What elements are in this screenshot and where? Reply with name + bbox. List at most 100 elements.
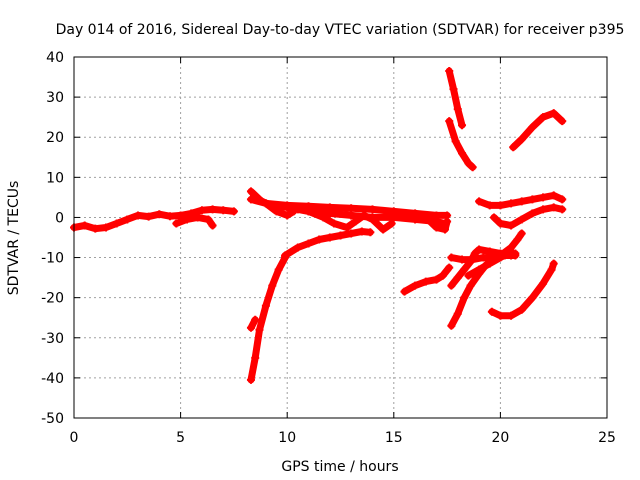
data-point bbox=[123, 215, 132, 224]
data-point bbox=[539, 205, 548, 214]
data-point bbox=[558, 205, 567, 214]
data-point bbox=[447, 253, 456, 262]
x-axis-label: GPS time / hours bbox=[281, 459, 398, 475]
data-point bbox=[366, 228, 375, 237]
data-point bbox=[528, 195, 537, 204]
data-point bbox=[528, 293, 537, 302]
data-point bbox=[458, 149, 467, 158]
data-point bbox=[440, 225, 449, 234]
plot-frame bbox=[73, 56, 608, 419]
series-trace bbox=[488, 260, 558, 320]
x-tick-label: 10 bbox=[278, 430, 296, 446]
data-point bbox=[451, 137, 460, 146]
data-point bbox=[347, 229, 356, 238]
series-trace bbox=[281, 228, 374, 259]
data-series bbox=[445, 117, 477, 172]
data-point bbox=[507, 221, 516, 230]
data-point bbox=[330, 219, 339, 228]
data-point bbox=[513, 235, 522, 244]
data-point bbox=[468, 255, 477, 264]
data-point bbox=[458, 121, 467, 130]
data-point bbox=[485, 259, 494, 268]
data-point bbox=[432, 211, 441, 220]
data-point bbox=[347, 211, 356, 220]
data-point bbox=[251, 353, 260, 362]
x-tick-label: 20 bbox=[491, 430, 509, 446]
data-point bbox=[315, 235, 324, 244]
data-series bbox=[304, 207, 396, 234]
data-point bbox=[453, 309, 462, 318]
data-point bbox=[517, 135, 526, 144]
ticks: 0 5 10 15 20 25 -50 -40 -30 -20 -10 0 10 20 30 40 bbox=[41, 50, 616, 446]
data-point bbox=[517, 305, 526, 314]
data-point bbox=[490, 213, 499, 222]
series-trace bbox=[445, 67, 466, 129]
data-point bbox=[283, 201, 292, 210]
data-point bbox=[411, 209, 420, 218]
data-series bbox=[70, 205, 238, 233]
data-point bbox=[432, 275, 441, 284]
data-point bbox=[208, 221, 217, 230]
data-point bbox=[319, 213, 328, 222]
data-point bbox=[507, 199, 516, 208]
data-point bbox=[268, 281, 277, 290]
data-point bbox=[229, 207, 238, 216]
data-point bbox=[80, 221, 89, 230]
data-point bbox=[325, 203, 334, 212]
data-point bbox=[549, 109, 558, 118]
data-point bbox=[208, 205, 217, 214]
data-point bbox=[445, 263, 454, 272]
data-point bbox=[507, 311, 516, 320]
data-point bbox=[274, 265, 283, 274]
y-tick-label: -40 bbox=[41, 371, 64, 387]
data-point bbox=[453, 105, 462, 114]
data-point bbox=[281, 251, 290, 260]
data-point bbox=[558, 117, 567, 126]
data-point bbox=[539, 279, 548, 288]
data-point bbox=[112, 219, 121, 228]
y-tick-label: 0 bbox=[55, 210, 64, 226]
data-point bbox=[475, 197, 484, 206]
data-point bbox=[246, 375, 255, 384]
data-point bbox=[549, 203, 558, 212]
data-point bbox=[517, 197, 526, 206]
data-point bbox=[182, 215, 191, 224]
data-point bbox=[507, 247, 516, 256]
data-point bbox=[458, 255, 467, 264]
data-point bbox=[251, 315, 260, 324]
data-point bbox=[255, 325, 264, 334]
y-tick-label: -30 bbox=[41, 331, 64, 347]
data-point bbox=[509, 143, 518, 152]
data-point bbox=[172, 219, 181, 228]
data-point bbox=[342, 223, 351, 232]
data-point bbox=[453, 273, 462, 282]
data-point bbox=[379, 225, 388, 234]
data-point bbox=[511, 251, 520, 260]
chart-title: Day 014 of 2016, Sidereal Day-to-day VTE… bbox=[56, 22, 625, 38]
data-series bbox=[509, 109, 567, 152]
data-point bbox=[496, 219, 505, 228]
data-point bbox=[389, 207, 398, 216]
data-point bbox=[193, 213, 202, 222]
data-series bbox=[475, 191, 567, 210]
data-series bbox=[487, 259, 558, 320]
data-point bbox=[359, 211, 368, 220]
x-tick-label: 5 bbox=[176, 430, 185, 446]
data-point bbox=[421, 277, 430, 286]
x-tick-label: 0 bbox=[70, 430, 79, 446]
data-series bbox=[172, 213, 217, 230]
data-point bbox=[475, 265, 484, 274]
series-trace bbox=[70, 205, 238, 233]
data-point bbox=[133, 211, 142, 220]
x-tick-label: 25 bbox=[598, 430, 616, 446]
data-point bbox=[487, 307, 496, 316]
data-point bbox=[293, 243, 302, 252]
y-tick-label: -50 bbox=[41, 411, 64, 427]
y-tick-label: 10 bbox=[46, 170, 64, 186]
data-point bbox=[144, 212, 153, 221]
y-tick-label: 30 bbox=[46, 90, 64, 106]
y-tick-label: 20 bbox=[46, 130, 64, 146]
data-point bbox=[447, 281, 456, 290]
data-point bbox=[558, 195, 567, 204]
data-point bbox=[447, 321, 456, 330]
